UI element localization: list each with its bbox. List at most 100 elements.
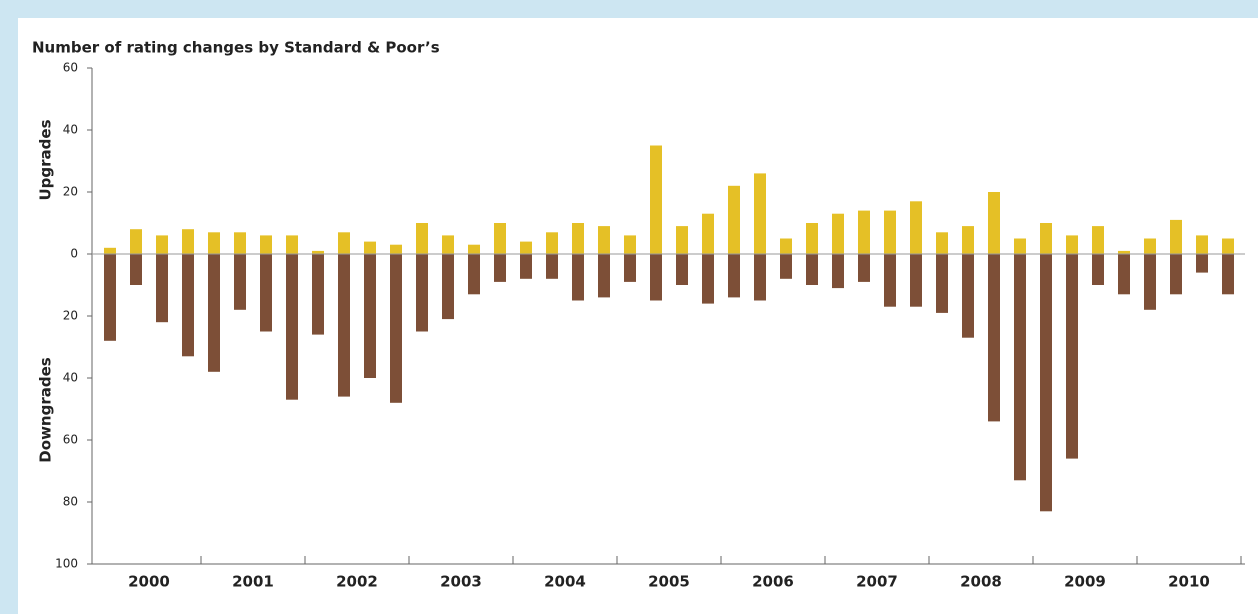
bar: [702, 254, 714, 304]
bar: [182, 229, 194, 254]
bar: [286, 235, 298, 254]
bar: [1014, 254, 1026, 481]
bar: [676, 226, 688, 254]
bar: [884, 254, 896, 307]
bar: [832, 254, 844, 289]
bar: [754, 254, 766, 301]
bar: [806, 254, 818, 285]
bar: [546, 254, 558, 279]
bar: [494, 254, 506, 282]
bar: [598, 254, 610, 298]
bar: [234, 232, 246, 254]
bar: [1040, 254, 1052, 512]
bar: [936, 232, 948, 254]
bar: [988, 254, 1000, 422]
bar: [988, 192, 1000, 254]
y-tick-label: 100: [55, 557, 78, 571]
bar: [442, 254, 454, 320]
x-tick-label: 2006: [752, 573, 794, 591]
bar: [468, 254, 480, 295]
bar: [208, 232, 220, 254]
y-tick-label: 60: [63, 433, 78, 447]
bar: [676, 254, 688, 285]
y-tick-label: 40: [63, 371, 78, 385]
bar: [572, 223, 584, 254]
bar: [208, 254, 220, 372]
bar: [910, 254, 922, 307]
bar: [1040, 223, 1052, 254]
x-tick-label: 2000: [128, 573, 170, 591]
bar: [130, 254, 142, 285]
bar: [312, 250, 324, 254]
bar: [1092, 226, 1104, 254]
bar: [1196, 235, 1208, 254]
bar: [832, 213, 844, 254]
bar: [598, 226, 610, 254]
bar: [1222, 254, 1234, 295]
bar: [1222, 238, 1234, 254]
bar: [650, 254, 662, 301]
bar: [806, 223, 818, 254]
bar: [702, 213, 714, 254]
bar: [546, 232, 558, 254]
x-tick-label: 2009: [1064, 573, 1106, 591]
x-tick-label: 2005: [648, 573, 690, 591]
y-tick-label: 40: [63, 123, 78, 137]
x-tick-label: 2007: [856, 573, 898, 591]
chart-title: Number of rating changes by Standard & P…: [32, 39, 440, 57]
x-tick-label: 2010: [1168, 573, 1210, 591]
bar: [936, 254, 948, 313]
bar: [520, 254, 532, 279]
x-tick-label: 2008: [960, 573, 1002, 591]
x-tick-label: 2002: [336, 573, 378, 591]
x-tick-label: 2004: [544, 573, 586, 591]
bar: [1118, 254, 1130, 295]
bar: [780, 238, 792, 254]
bar: [1066, 254, 1078, 459]
bar: [624, 254, 636, 282]
y-tick-label: 20: [63, 185, 78, 199]
bar: [780, 254, 792, 279]
bar: [416, 254, 428, 332]
y-label-lower: Downgrades: [37, 357, 55, 462]
bar: [156, 254, 168, 323]
x-tick-label: 2001: [232, 573, 274, 591]
bar: [1170, 219, 1182, 254]
bar: [1066, 235, 1078, 254]
bar: [442, 235, 454, 254]
bar: [260, 235, 272, 254]
bar: [364, 241, 376, 254]
bar: [910, 201, 922, 254]
y-tick-label: 20: [63, 309, 78, 323]
bar: [1014, 238, 1026, 254]
bar: [572, 254, 584, 301]
bar: [962, 254, 974, 338]
bar: [390, 244, 402, 254]
bar: [104, 247, 116, 254]
y-tick-label: 60: [63, 61, 78, 75]
bar: [858, 254, 870, 282]
bar: [468, 244, 480, 254]
bar: [650, 145, 662, 254]
bar: [624, 235, 636, 254]
bar: [754, 173, 766, 254]
bar: [104, 254, 116, 341]
bar: [1144, 254, 1156, 310]
bar: [364, 254, 376, 378]
bar: [286, 254, 298, 400]
bar: [728, 254, 740, 298]
bar: [390, 254, 402, 403]
x-tick-label: 2003: [440, 573, 482, 591]
bar: [1196, 254, 1208, 273]
bar: [858, 210, 870, 254]
bar: [1092, 254, 1104, 285]
bar: [1144, 238, 1156, 254]
y-label-upper: Upgrades: [37, 119, 55, 200]
bar: [338, 254, 350, 397]
bar: [130, 229, 142, 254]
bar: [338, 232, 350, 254]
bar: [494, 223, 506, 254]
y-tick-label: 80: [63, 495, 78, 509]
